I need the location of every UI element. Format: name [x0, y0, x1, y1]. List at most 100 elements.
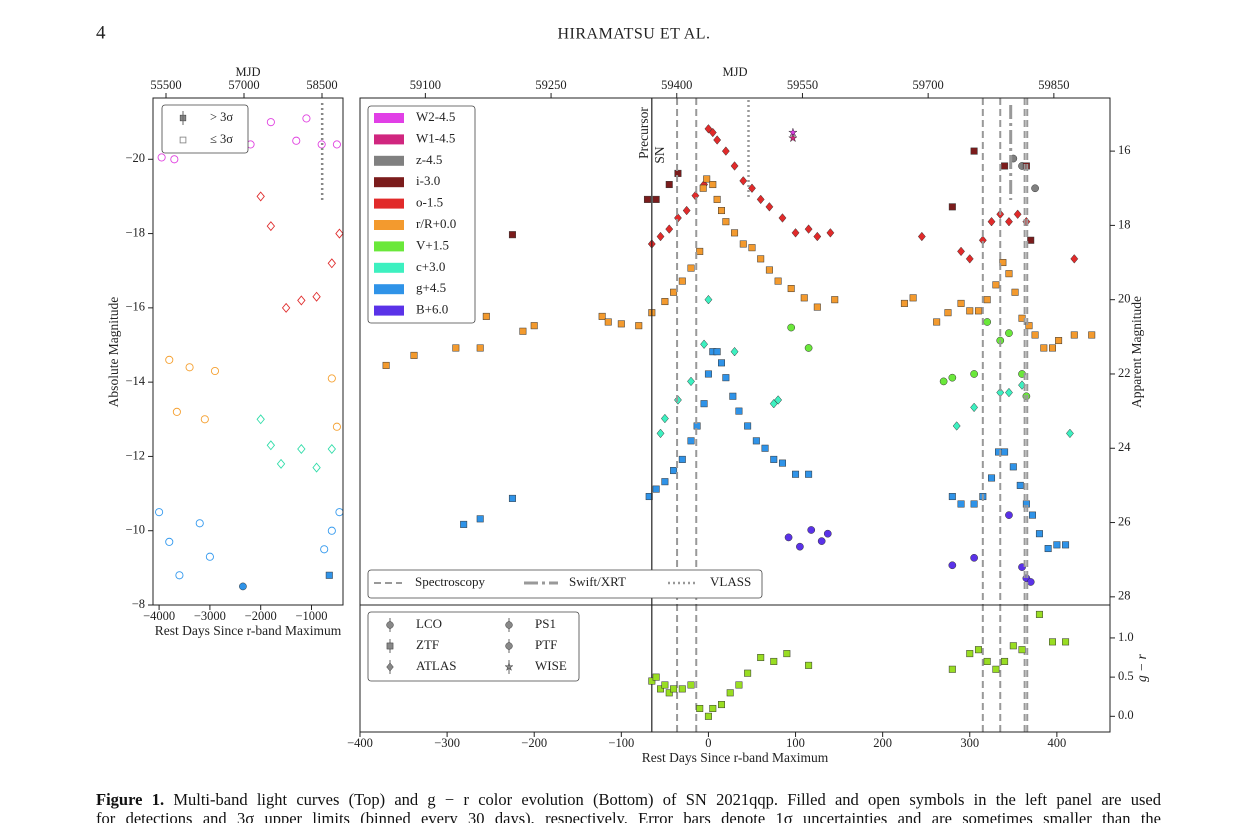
data-point	[648, 677, 656, 685]
axis-title: Rest Days Since r-band Maximum	[642, 750, 829, 765]
data-point	[645, 493, 653, 501]
x-tick-label: −200	[521, 736, 547, 750]
data-point	[652, 673, 660, 681]
x-tick-label: 59550	[787, 78, 818, 92]
axes-frame	[152, 97, 344, 606]
data-point	[752, 437, 760, 445]
y-tick-label: −8	[132, 597, 145, 611]
data-point	[983, 296, 991, 304]
data-point	[312, 291, 321, 302]
data-point	[327, 526, 336, 535]
data-point	[297, 443, 306, 455]
data-point	[195, 519, 204, 528]
data-point	[185, 363, 194, 372]
x-tick-label: 55500	[150, 78, 181, 92]
x-tick-label: 59850	[1038, 78, 1069, 92]
data-point	[665, 181, 673, 189]
data-point	[281, 302, 291, 313]
data-point	[266, 221, 276, 232]
data-point	[1088, 331, 1096, 339]
data-point	[1011, 288, 1019, 296]
data-point	[1005, 387, 1013, 398]
legend-label: Spectroscopy	[415, 574, 486, 589]
legend-label: c+3.0	[416, 259, 445, 274]
data-point	[807, 526, 816, 534]
data-point	[1005, 329, 1013, 337]
data-point	[735, 407, 743, 415]
data-point	[1035, 610, 1043, 618]
legend-label: Swift/XRT	[569, 574, 626, 589]
data-point	[382, 361, 390, 369]
data-point	[505, 621, 513, 629]
data-point	[635, 322, 643, 330]
data-point	[652, 195, 660, 203]
data-point	[652, 485, 660, 493]
data-point	[1001, 448, 1009, 456]
data-point	[665, 224, 674, 234]
legend-swatch	[374, 220, 404, 230]
plot-area	[155, 114, 343, 591]
data-point	[670, 685, 678, 693]
data-point	[744, 422, 752, 430]
data-point	[756, 194, 765, 205]
data-point	[687, 437, 695, 445]
data-point	[256, 414, 265, 425]
data-point	[687, 264, 695, 272]
legend-label: > 3σ	[210, 110, 233, 124]
data-point	[332, 140, 341, 149]
data-point	[1001, 162, 1009, 170]
data-point	[704, 712, 712, 720]
data-point	[1070, 254, 1079, 264]
data-point	[678, 685, 686, 693]
data-point	[508, 231, 516, 239]
data-point	[957, 299, 965, 307]
data-point	[386, 662, 394, 672]
legend-label: r/R+0.0	[416, 216, 456, 231]
data-point	[704, 370, 712, 378]
x-tick-label: −300	[434, 736, 460, 750]
data-point	[700, 339, 709, 349]
data-point	[657, 685, 665, 693]
data-point	[327, 258, 337, 269]
data-point	[787, 323, 796, 332]
data-point	[826, 228, 835, 238]
data-point	[804, 224, 813, 234]
data-point	[917, 231, 926, 242]
legend-label: VLASS	[710, 574, 751, 589]
legend-swatch	[374, 305, 404, 316]
y-tick-label: 0.5	[1118, 669, 1134, 683]
legend-label: i-3.0	[416, 173, 440, 188]
data-point	[1027, 236, 1035, 244]
data-point	[765, 266, 773, 274]
data-point	[604, 318, 612, 326]
data-point	[386, 621, 394, 629]
data-point	[682, 205, 691, 216]
data-point	[778, 213, 787, 223]
data-point	[205, 552, 214, 561]
data-point	[992, 665, 1000, 673]
legend-label: B+6.0	[416, 302, 448, 317]
data-point	[965, 254, 974, 264]
data-point	[744, 669, 752, 677]
data-point	[210, 366, 220, 376]
legend-label: ≤ 3σ	[210, 132, 233, 146]
data-point	[508, 494, 516, 502]
data-point	[476, 344, 484, 352]
data-point	[670, 288, 678, 296]
data-point	[1055, 337, 1063, 345]
data-point	[302, 114, 311, 123]
data-point	[708, 127, 717, 138]
y-tick-label: 18	[1118, 217, 1131, 231]
data-point	[678, 277, 686, 285]
x-tick-label: 57000	[228, 78, 259, 92]
data-point	[519, 327, 527, 335]
x-tick-label: −3000	[194, 609, 226, 623]
data-point	[1053, 541, 1061, 549]
y-tick-label: −14	[125, 374, 145, 388]
data-point	[1070, 331, 1078, 339]
data-point	[970, 553, 978, 562]
data-point	[718, 359, 725, 367]
data-point	[783, 650, 791, 658]
data-point	[598, 312, 606, 320]
